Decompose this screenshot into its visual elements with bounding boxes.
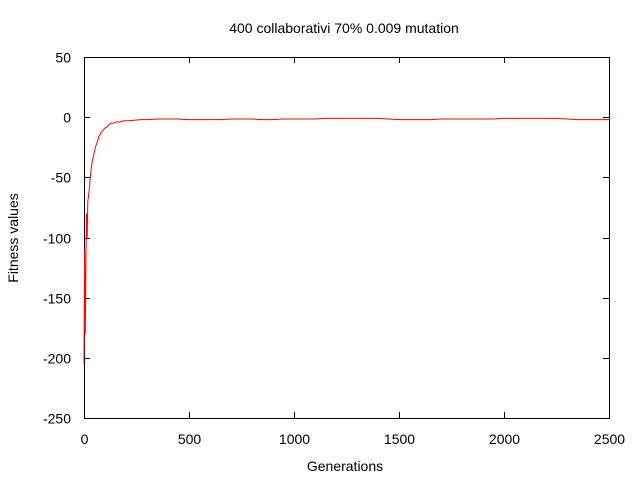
x-tick-label: 500	[178, 431, 202, 447]
y-tick-label: -150	[43, 291, 71, 307]
x-tick-label: 1000	[279, 431, 310, 447]
x-tick-label: 1500	[384, 431, 415, 447]
x-tick-label: 2500	[594, 431, 625, 447]
y-axis-label: Fitness values	[5, 193, 21, 282]
y-tick-label: 0	[63, 110, 71, 126]
y-tick-label: -250	[43, 411, 71, 427]
y-axis: -250 -200 -150 -100 -50 0 50	[43, 50, 609, 427]
x-axis: 0 500 1000 1500 2000 2500	[81, 57, 625, 447]
plot-frame	[84, 57, 610, 419]
y-tick-label: -100	[43, 231, 71, 247]
chart-title: 400 collaborativi 70% 0.009 mutation	[229, 20, 459, 36]
series-layer	[83, 117, 609, 364]
series-line	[83, 117, 609, 364]
y-tick-label: 50	[55, 50, 71, 66]
x-tick-label: 2000	[489, 431, 520, 447]
x-tick-label: 0	[81, 431, 89, 447]
x-axis-label: Generations	[307, 458, 383, 474]
y-tick-label: -50	[51, 170, 71, 186]
y-tick-label: -200	[43, 351, 71, 367]
